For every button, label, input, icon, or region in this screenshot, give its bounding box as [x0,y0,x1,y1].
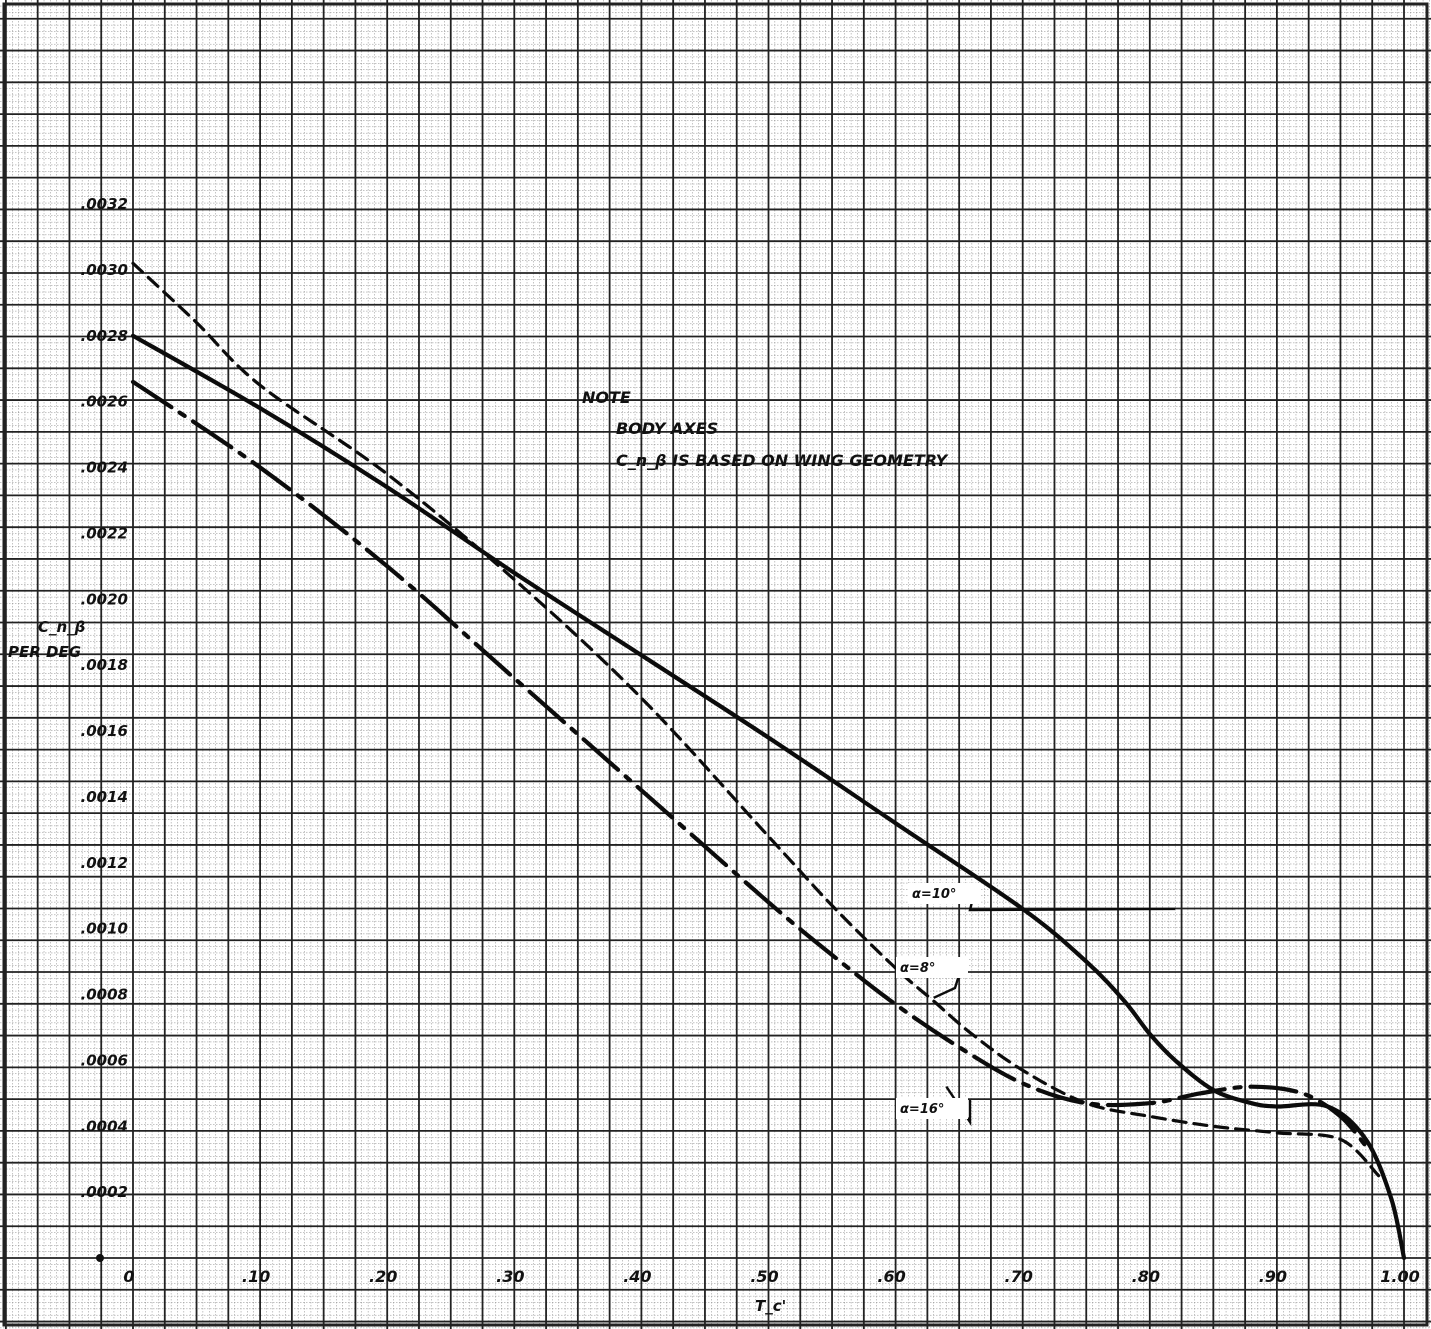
x-tick-label: .30 [496,1267,524,1286]
x-tick-label: .80 [1132,1267,1160,1286]
y-tick-label: .0006 [81,1051,128,1069]
annotation-label-bg [896,1098,968,1119]
y-tick-label: .0032 [81,195,128,213]
series-line-0 [130,333,1407,1261]
x-tick-label: .70 [1005,1267,1033,1286]
x-tick-label: .90 [1259,1267,1287,1286]
x-tick-label: .20 [369,1267,397,1286]
series-line-1 [131,261,1381,1178]
note-line-2: C_n_β IS BASED ON WING GEOMETRY [616,451,949,470]
y-origin-dot [96,1254,104,1262]
y-tick-labels: .0002 .0004 .0006 .0008 .0010 .0012 .0014 .0016… [81,195,128,1262]
y-axis-label: C_n_β PER DEG [8,618,85,661]
annotation-label-bg [908,883,980,904]
x-tick-label: .60 [877,1267,905,1286]
x-tick-labels: 0 .10 .20 .30 .40 .50 .60 .70 .80 .90 1.00 [123,1267,1419,1286]
y-tick-label: .0022 [81,524,128,542]
y-axis-label-main: C_n_β [38,618,85,636]
y-tick-label: .0010 [81,920,128,938]
series-line-2 [130,379,1368,1149]
x-tick-label: 0 [123,1267,134,1286]
y-axis-label-sub: PER DEG [8,643,81,661]
y-tick-label: .0002 [81,1183,128,1201]
y-tick-label: .0020 [81,590,128,608]
annotation-label: α=16° [900,1102,944,1117]
x-tick-label: .10 [242,1267,270,1286]
annotation-label: α=10° [912,887,956,902]
y-tick-label: .0026 [81,393,128,411]
y-tick-label: .0008 [81,986,128,1004]
y-tick-label: .0030 [81,261,128,279]
y-tick-label: .0016 [81,722,128,740]
note-title: NOTE [582,388,631,407]
y-tick-label: .0004 [81,1117,128,1135]
annotation-label: α=8° [900,961,935,976]
x-tick-label: .40 [623,1267,651,1286]
y-tick-label: .0014 [81,788,128,806]
series-layer [130,261,1407,1261]
note-block: NOTE BODY AXES C_n_β IS BASED ON WING GE… [582,388,949,470]
y-tick-label: .0012 [81,854,128,872]
x-tick-label: .50 [750,1267,778,1286]
x-axis-label: T_c' [755,1297,786,1315]
x-tick-label: 1.00 [1380,1267,1419,1286]
y-tick-label: .0018 [81,656,128,674]
y-tick-label: .0028 [81,327,128,345]
annotations: α=10° α=8° α=16° [896,883,1176,1126]
annotation-label-bg [896,957,968,978]
note-line-1: BODY AXES [616,419,718,438]
y-tick-label: .0024 [81,459,128,477]
